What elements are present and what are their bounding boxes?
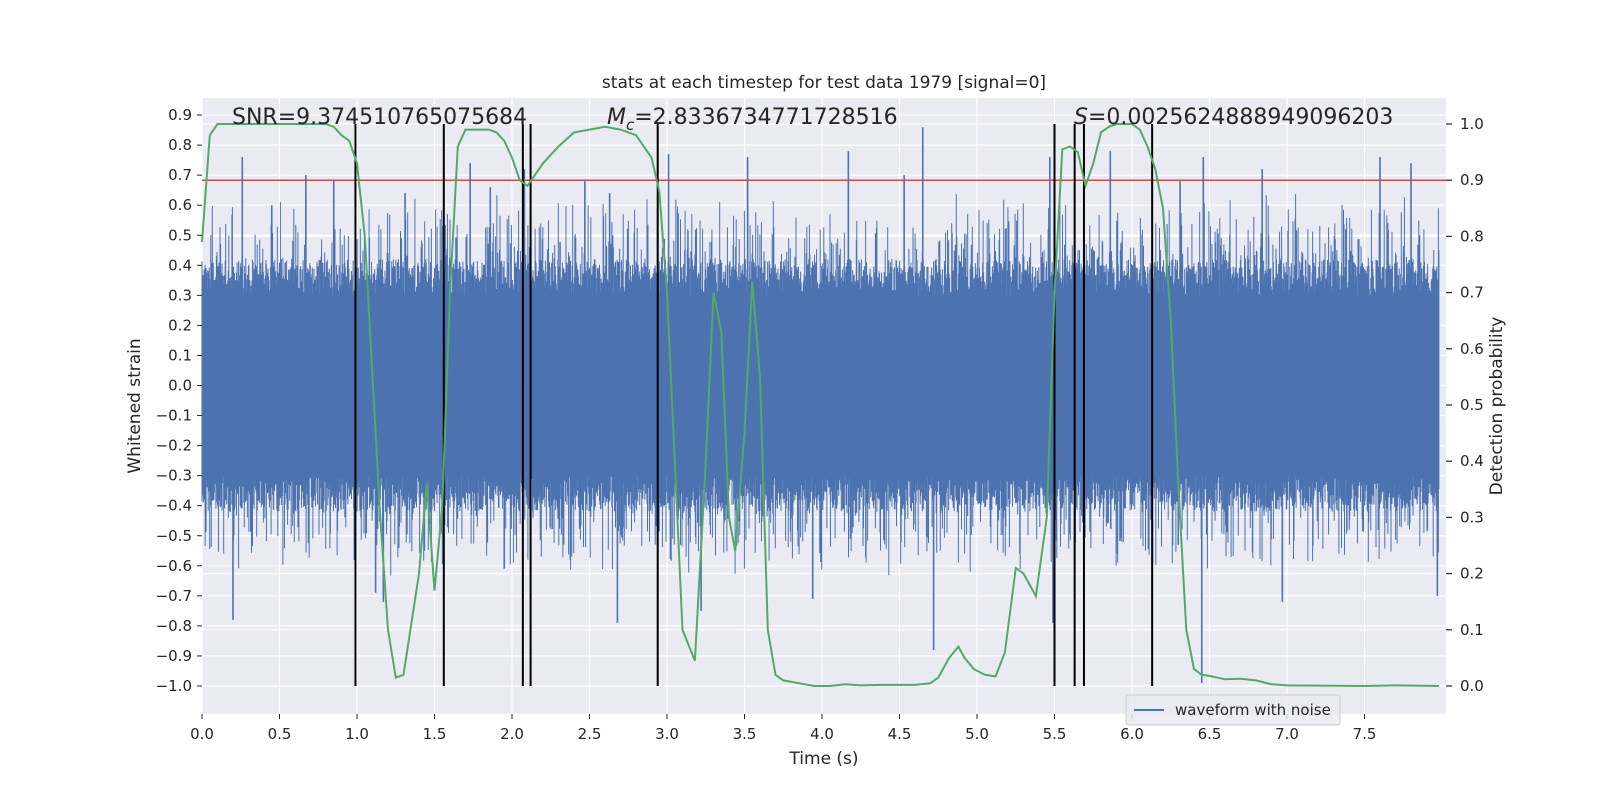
- legend-label: waveform with noise: [1175, 701, 1331, 719]
- x-tick-label: 6.5: [1198, 725, 1222, 743]
- x-tick-label: 7.5: [1353, 725, 1377, 743]
- right-y-tick-label: 0.8: [1460, 227, 1484, 245]
- right-y-tick-label: 0.7: [1460, 284, 1484, 302]
- x-tick-label: 3.0: [655, 725, 679, 743]
- vertical-markers: [354, 124, 1154, 686]
- x-tick-label: 1.0: [345, 725, 369, 743]
- detection-probability-line: [201, 123, 1439, 688]
- right-y-tick-label: 0.4: [1460, 452, 1484, 470]
- left-y-tick-label: −0.5: [156, 527, 192, 545]
- right-y-tick-label: 1.0: [1460, 115, 1484, 133]
- left-y-tick-label: −0.2: [156, 437, 192, 455]
- right-y-tick-label: 0.0: [1460, 677, 1484, 695]
- x-tick-label: 5.5: [1043, 725, 1067, 743]
- waveform-series: [201, 127, 1440, 683]
- left-y-tick-label: 0.0: [168, 377, 192, 395]
- x-axis-label: Time (s): [788, 749, 858, 769]
- left-y-tick-label: 0.1: [168, 346, 192, 364]
- right-y-tick-label: 0.5: [1460, 396, 1484, 414]
- x-tick-label: 0.0: [190, 725, 214, 743]
- left-y-tick-label: −1.0: [156, 677, 192, 695]
- left-y-tick-label: −0.6: [156, 557, 192, 575]
- left-y-tick-label: 0.8: [168, 136, 192, 154]
- x-tick-label: 2.0: [500, 725, 524, 743]
- chirp-mass-value: =2.8336734771728516: [634, 105, 897, 130]
- x-tick-label: 1.5: [423, 725, 447, 743]
- left-y-tick-label: 0.9: [168, 106, 192, 124]
- snr-annotation: SNR=9.374510765075684: [232, 105, 527, 130]
- left-y-axis-label: Whitened strain: [125, 338, 145, 473]
- left-y-tick-label: 0.5: [168, 226, 192, 244]
- right-y-axis-label: Detection probability: [1487, 317, 1507, 496]
- left-y-tick-label: −0.9: [156, 647, 192, 665]
- s-annotation: S=0.0025624888949096203: [1074, 105, 1393, 130]
- left-y-tick-label: 0.2: [168, 316, 192, 334]
- left-y-tick-label: −0.7: [156, 587, 192, 605]
- x-tick-label: 5.0: [965, 725, 989, 743]
- probability-series: [201, 123, 1439, 688]
- left-y-tick-label: −0.3: [156, 467, 192, 485]
- x-tick-label: 3.5: [733, 725, 757, 743]
- s-value: =0.0025624888949096203: [1088, 105, 1393, 130]
- x-tick-label: 0.5: [268, 725, 292, 743]
- left-y-tick-label: 0.4: [168, 256, 192, 274]
- right-y-axis-ticks: 1.0 0.9 0.8 0.7 0.6 0.5 0.4 0.3 0.2 0.1 0.0: [1446, 115, 1484, 695]
- left-y-tick-label: 0.3: [168, 286, 192, 304]
- legend-box: [1125, 694, 1341, 726]
- left-y-tick-label: 0.7: [168, 166, 192, 184]
- x-tick-label: 7.0: [1275, 725, 1299, 743]
- x-tick-label: 2.5: [578, 725, 602, 743]
- chirp-mass-subscript: c: [626, 116, 635, 134]
- x-tick-label: 6.0: [1120, 725, 1144, 743]
- legend: waveform with noise: [1125, 694, 1341, 726]
- chirp-mass-annotation: Mc=2.8336734771728516: [607, 105, 898, 134]
- chart-title: stats at each timestep for test data 197…: [602, 73, 1046, 93]
- x-tick-label: 4.0: [810, 725, 834, 743]
- left-y-axis-ticks: 0.9 0.8 0.7 0.6 0.5 0.4 0.3 0.2 0.1 0.0 −0.1 −0.2 −0…: [156, 106, 202, 695]
- waveform-noise: [201, 194, 1440, 576]
- s-symbol: S: [1074, 105, 1088, 130]
- x-tick-label: 4.5: [888, 725, 912, 743]
- left-y-tick-label: −0.8: [156, 617, 192, 635]
- left-y-tick-label: −0.1: [156, 407, 192, 425]
- chirp-mass-symbol: M: [607, 105, 626, 130]
- left-y-tick-label: −0.4: [156, 497, 192, 515]
- right-y-tick-label: 0.2: [1460, 565, 1484, 583]
- right-y-tick-label: 0.9: [1460, 171, 1484, 189]
- right-y-tick-label: 0.1: [1460, 621, 1484, 639]
- left-y-tick-label: 0.6: [168, 196, 192, 214]
- right-y-tick-label: 0.6: [1460, 340, 1484, 358]
- x-axis-ticks: 0.0 0.5 1.0 1.5 2.0 2.5 3.0 3.5 4.0 4.5 5.0 5.5 6.0 6…: [190, 714, 1376, 743]
- right-y-tick-label: 0.3: [1460, 508, 1484, 526]
